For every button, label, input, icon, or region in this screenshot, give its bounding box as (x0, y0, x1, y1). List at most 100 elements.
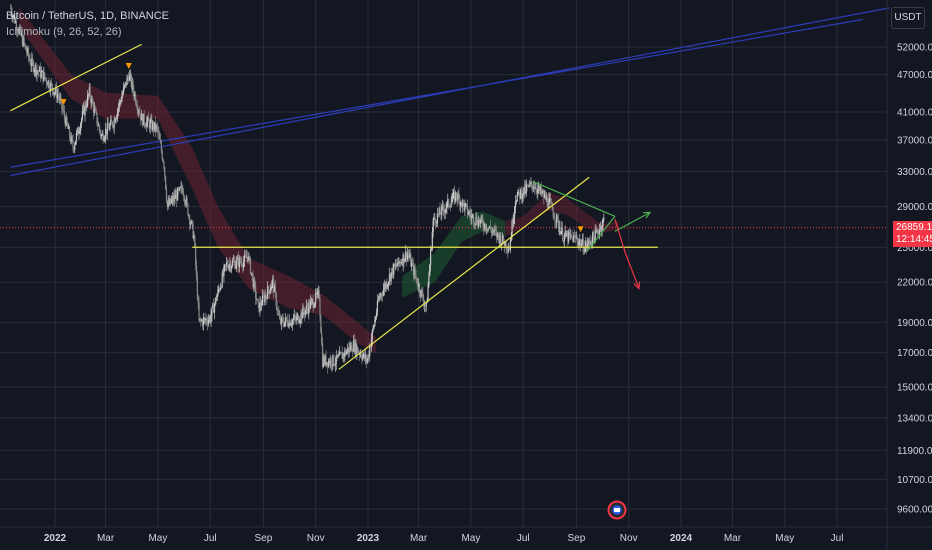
candle-body (532, 186, 535, 189)
candle-body (68, 126, 71, 137)
candle-body (386, 282, 388, 288)
candle-body (313, 306, 315, 308)
candle-body (465, 203, 467, 205)
candle-body (428, 275, 430, 287)
candle-body (596, 230, 598, 232)
candle-body (463, 203, 465, 211)
candle-body (585, 242, 587, 248)
x-tick-label: Jul (831, 533, 844, 544)
candle-body (481, 216, 483, 221)
candle-body (183, 196, 186, 203)
candle-body (149, 121, 151, 129)
candle-body (297, 315, 300, 323)
candle-body (53, 92, 55, 95)
yellow-top-trendline[interactable] (10, 43, 142, 112)
candle-body (455, 192, 457, 197)
candle-body (16, 29, 18, 32)
candle-body (160, 142, 162, 151)
projection-down-arrow-a[interactable] (614, 219, 626, 253)
candle-body (45, 78, 48, 84)
events-icon[interactable] (607, 500, 627, 520)
candle-body (93, 108, 96, 113)
candle-body (539, 186, 541, 191)
candle-body (523, 187, 525, 194)
candle-body (243, 261, 245, 268)
candle-body (196, 276, 198, 299)
candle-body (351, 351, 354, 353)
candle-body (80, 123, 82, 131)
candle-body (571, 236, 573, 238)
candle-body (579, 240, 581, 242)
candle-body (281, 317, 283, 319)
candle-body (520, 189, 522, 199)
candle-body (274, 286, 276, 293)
candle-body (219, 289, 221, 291)
price-axis[interactable]: 52000.00 47000.00 41000.00 37000.00 33000.00… (897, 43, 932, 516)
candle-body (165, 188, 168, 201)
candle-body (104, 137, 106, 140)
channel-lower-line[interactable] (10, 7, 890, 177)
candle-body (536, 190, 538, 193)
candle-body (249, 258, 252, 274)
candle-body (573, 235, 575, 243)
candle-body (395, 264, 397, 267)
candle-body (352, 340, 355, 352)
candle-body (440, 214, 442, 216)
candle-body (186, 198, 188, 204)
channel-upper-line[interactable] (10, 18, 863, 168)
candle-body (306, 305, 308, 309)
time-axis[interactable]: 2022 Mar May Jul Sep Nov 2023 Mar May Jul Sep Nov 20… (44, 533, 844, 544)
candle-body (502, 235, 504, 243)
y-tick-label: 47000.00 (897, 70, 932, 81)
yellow-rising-trendline[interactable] (338, 176, 590, 370)
candle-body (375, 312, 378, 318)
currency-button[interactable]: USDT (891, 7, 925, 29)
candle-body (100, 135, 102, 137)
candle-body (182, 189, 184, 194)
candle-body (493, 228, 495, 232)
projection-down-arrow-b[interactable] (624, 252, 640, 289)
candle-body (252, 274, 254, 288)
drawings[interactable] (0, 7, 890, 229)
candle-body (38, 70, 40, 72)
candle-body (277, 310, 279, 312)
candle-body (254, 280, 256, 286)
candle-body (418, 283, 421, 293)
candle-body (272, 278, 274, 282)
candle-body (118, 101, 120, 107)
candle-body (351, 344, 353, 352)
candle-body (39, 67, 42, 78)
candle-body (28, 56, 30, 60)
candle-body (603, 217, 605, 220)
candle-body (312, 299, 314, 308)
candle-body (247, 256, 249, 261)
triangle-upper-line[interactable] (532, 180, 616, 217)
candle-body (27, 48, 30, 57)
candle-body (484, 223, 486, 230)
candle-body (338, 355, 340, 356)
candle-body (519, 192, 521, 199)
candle-body (24, 43, 26, 46)
candle-body (462, 200, 464, 204)
candle-body (171, 197, 174, 200)
candle-body (26, 48, 29, 53)
indicator-legend[interactable]: Ichimoku (9, 26, 52, 26) (6, 26, 122, 38)
y-tick-label: 29000.00 (897, 202, 932, 213)
candle-body (59, 98, 61, 100)
candle-body (442, 205, 445, 210)
candle-body (419, 292, 421, 297)
projection-up-arrow[interactable] (614, 211, 651, 232)
candle-body (126, 77, 128, 86)
triangle-lower-line[interactable] (586, 215, 616, 253)
drawings-front[interactable] (10, 43, 658, 370)
candle-body (218, 289, 220, 290)
candle-body (574, 235, 577, 238)
y-tick-label: 15000.00 (897, 382, 932, 393)
candle-body (423, 299, 425, 306)
candle-body (490, 229, 493, 233)
candle-body (423, 305, 426, 306)
candle-body (327, 360, 330, 367)
y-tick-label: 22000.00 (897, 278, 932, 289)
candle-body (411, 262, 414, 264)
